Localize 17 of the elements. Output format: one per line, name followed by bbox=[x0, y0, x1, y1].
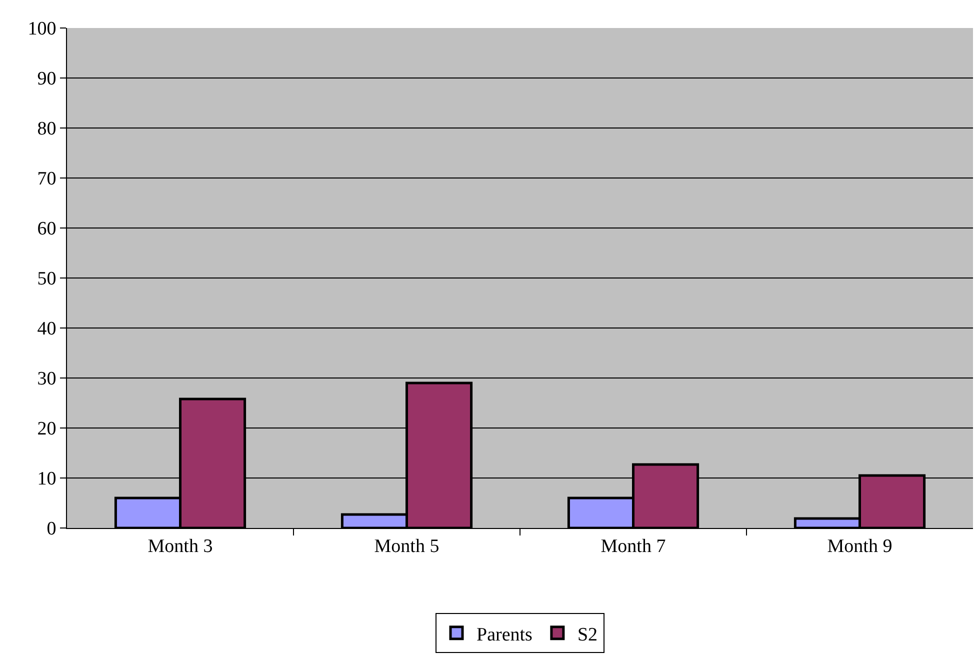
x-tick-label: Month 5 bbox=[374, 536, 440, 557]
legend-label: Parents bbox=[476, 624, 532, 646]
y-tick-label: 70 bbox=[37, 168, 56, 190]
y-tick-label: 50 bbox=[37, 268, 56, 290]
x-tick-label: Month 9 bbox=[827, 536, 892, 557]
x-tick-label: Month 7 bbox=[600, 536, 666, 557]
y-tick-label: 0 bbox=[46, 518, 56, 540]
y-tick-label: 90 bbox=[37, 68, 56, 90]
y-tick-label: 60 bbox=[37, 218, 56, 240]
y-tick-label: 30 bbox=[37, 368, 56, 390]
legend-label: S2 bbox=[577, 624, 598, 646]
y-tick-label: 100 bbox=[28, 18, 56, 40]
x-tick-label: Month 3 bbox=[148, 536, 213, 557]
y-tick-label: 10 bbox=[37, 468, 56, 490]
y-tick-label: 80 bbox=[37, 118, 56, 140]
y-tick-label: 40 bbox=[37, 318, 56, 340]
y-tick-label: 20 bbox=[37, 418, 56, 440]
